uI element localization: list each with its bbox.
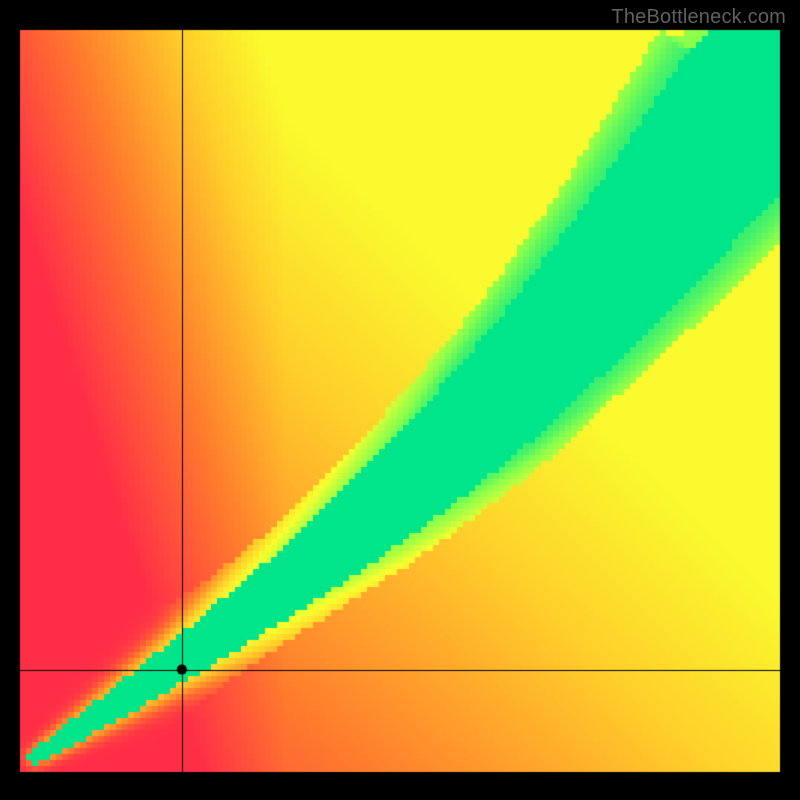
heatmap-canvas — [0, 0, 800, 800]
chart-container: TheBottleneck.com — [0, 0, 800, 800]
watermark-text: TheBottleneck.com — [611, 6, 786, 29]
